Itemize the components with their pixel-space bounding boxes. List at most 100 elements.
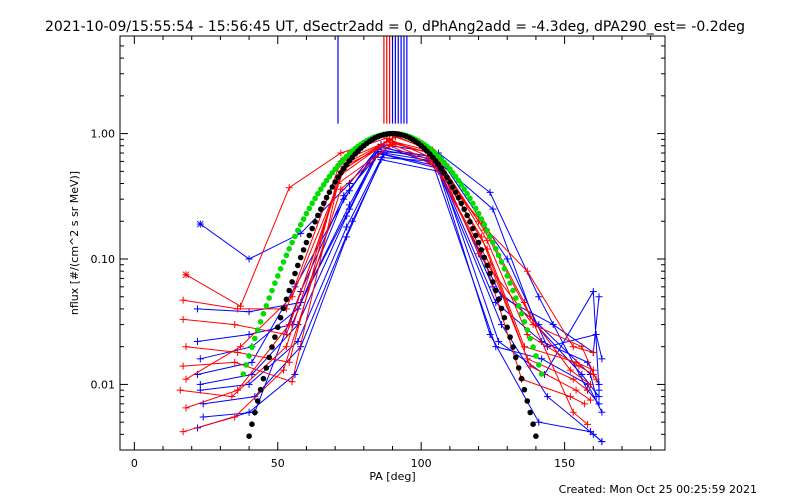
y-tick-label: 0.01	[91, 378, 116, 391]
data-point	[337, 185, 345, 193]
fit-point	[343, 161, 350, 168]
data-point	[234, 348, 242, 356]
data-point	[386, 142, 394, 150]
fit-point	[277, 314, 284, 321]
fit-point	[452, 173, 459, 180]
data-point	[228, 393, 236, 401]
fit-point	[300, 216, 307, 222]
data-point	[584, 420, 592, 428]
data-point	[535, 293, 543, 301]
fit-point	[315, 212, 321, 219]
data-point	[592, 375, 600, 383]
data-point	[589, 288, 597, 296]
fit-point	[283, 252, 290, 259]
fit-point	[513, 354, 519, 361]
data-point	[285, 184, 293, 192]
data-point	[182, 404, 190, 412]
data-point	[549, 321, 557, 329]
data-series	[176, 132, 606, 446]
fit-point	[303, 239, 310, 246]
series-line	[197, 159, 603, 442]
series-line	[197, 146, 600, 375]
fit-point	[507, 334, 513, 340]
fit-point	[530, 344, 536, 350]
data-point	[291, 370, 299, 378]
fit-point	[306, 232, 313, 239]
fit-point	[254, 327, 261, 333]
data-point	[489, 205, 497, 213]
fit-point	[444, 174, 450, 181]
data-point	[595, 293, 603, 301]
fit-point	[475, 210, 482, 217]
fit-point	[493, 246, 499, 252]
data-point	[592, 331, 600, 339]
fit-point	[510, 344, 516, 350]
data-point	[343, 233, 351, 241]
data-point	[248, 358, 256, 366]
fit-point	[266, 295, 273, 301]
data-point	[486, 188, 494, 196]
data-point	[495, 337, 503, 345]
data-point	[486, 331, 494, 339]
fit-point	[501, 314, 508, 321]
data-point	[569, 375, 577, 383]
fit-point	[513, 295, 519, 301]
fit-point	[504, 324, 511, 331]
fit-point	[475, 239, 482, 246]
fit-point	[303, 210, 310, 217]
fit-point	[472, 205, 479, 212]
fit-point	[254, 398, 261, 404]
fit-point	[458, 182, 465, 188]
fit-point	[493, 287, 499, 294]
fit-point	[536, 362, 542, 368]
data-point	[569, 408, 577, 416]
data-point	[193, 305, 201, 313]
data-point	[586, 428, 594, 436]
data-point	[535, 418, 543, 426]
fit-point	[490, 239, 496, 246]
data-point	[598, 408, 606, 416]
data-point	[236, 343, 244, 351]
data-point	[179, 428, 187, 436]
data-point	[586, 380, 594, 388]
data-point	[288, 378, 296, 386]
series-line	[200, 152, 603, 442]
fit-point	[275, 324, 281, 331]
data-point	[477, 233, 485, 241]
data-point	[193, 337, 201, 345]
fit-point	[510, 287, 516, 294]
fit-point	[269, 344, 275, 350]
x-axis-label: PA [deg]	[369, 470, 415, 483]
data-point	[503, 255, 511, 263]
fit-point	[481, 221, 488, 228]
data-point	[520, 299, 528, 307]
series-line	[183, 138, 591, 401]
fit-point	[470, 225, 476, 232]
fit-point	[447, 179, 453, 185]
fit-point	[315, 190, 321, 197]
series-line	[200, 152, 600, 391]
data-point	[199, 413, 207, 421]
series-line	[185, 135, 588, 391]
fit-point	[283, 296, 290, 303]
x-tick-label: 50	[271, 457, 285, 470]
fit-point	[260, 375, 267, 382]
fit-point	[306, 205, 313, 212]
fit-point	[277, 266, 284, 272]
data-point	[245, 255, 253, 263]
fit-point	[335, 174, 341, 181]
data-point	[578, 343, 586, 351]
fit-point	[332, 179, 338, 185]
data-point	[196, 220, 204, 228]
data-point	[285, 321, 293, 329]
fit-point	[449, 184, 456, 190]
fit-point	[472, 232, 479, 239]
fit-point	[246, 433, 252, 440]
data-point	[234, 305, 242, 313]
series-line	[203, 150, 603, 418]
data-point	[566, 393, 574, 401]
fit-point	[527, 409, 533, 416]
fit-point	[286, 287, 293, 294]
series-line	[183, 140, 591, 385]
